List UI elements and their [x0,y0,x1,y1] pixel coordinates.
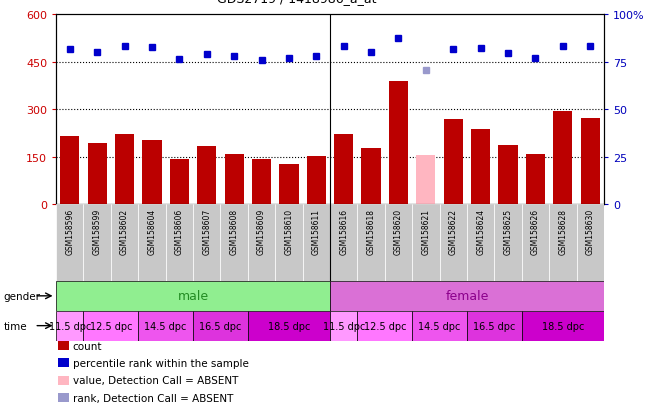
Text: GSM158620: GSM158620 [394,209,403,255]
Text: GSM158616: GSM158616 [339,209,348,255]
FancyBboxPatch shape [166,205,193,281]
FancyBboxPatch shape [302,205,330,281]
Text: GSM158626: GSM158626 [531,209,540,255]
Bar [143,140,162,205]
FancyBboxPatch shape [111,205,138,281]
Text: percentile rank within the sample: percentile rank within the sample [73,358,248,368]
FancyBboxPatch shape [412,205,440,281]
Text: male: male [178,290,209,303]
FancyBboxPatch shape [83,311,139,341]
FancyBboxPatch shape [220,205,248,281]
FancyBboxPatch shape [56,205,83,281]
Text: GSM158607: GSM158607 [202,209,211,255]
Text: 16.5 dpc: 16.5 dpc [199,321,242,331]
Bar [553,112,572,205]
Text: 12.5 dpc: 12.5 dpc [90,321,132,331]
Bar [362,149,381,205]
Bar [334,134,353,205]
Bar [60,137,79,205]
Bar [389,82,408,205]
FancyBboxPatch shape [138,205,166,281]
Bar [88,144,107,205]
Text: 11.5 dpc: 11.5 dpc [323,321,365,331]
FancyBboxPatch shape [521,205,549,281]
FancyBboxPatch shape [139,311,193,341]
FancyBboxPatch shape [358,205,385,281]
Text: GSM158621: GSM158621 [421,209,430,254]
Bar [526,155,545,205]
Bar [252,159,271,205]
FancyBboxPatch shape [275,205,302,281]
Bar [197,147,216,205]
FancyBboxPatch shape [83,205,111,281]
Text: 14.5 dpc: 14.5 dpc [145,321,187,331]
Text: GSM158611: GSM158611 [312,209,321,254]
Text: GSM158596: GSM158596 [65,209,75,255]
Text: GSM158609: GSM158609 [257,209,266,255]
FancyBboxPatch shape [330,281,604,311]
Text: GSM158610: GSM158610 [284,209,294,255]
FancyBboxPatch shape [440,205,467,281]
FancyBboxPatch shape [549,205,577,281]
FancyBboxPatch shape [248,311,330,341]
Text: value, Detection Call = ABSENT: value, Detection Call = ABSENT [73,375,238,385]
Bar [498,145,517,205]
Text: GSM158624: GSM158624 [476,209,485,255]
FancyBboxPatch shape [494,205,521,281]
FancyBboxPatch shape [248,205,275,281]
Bar [224,155,244,205]
Text: GSM158599: GSM158599 [92,209,102,255]
FancyBboxPatch shape [56,281,330,311]
Text: GSM158618: GSM158618 [366,209,376,254]
FancyBboxPatch shape [577,205,604,281]
FancyBboxPatch shape [521,311,604,341]
Text: 11.5 dpc: 11.5 dpc [49,321,91,331]
Text: gender: gender [3,291,40,301]
FancyBboxPatch shape [467,205,494,281]
Text: 18.5 dpc: 18.5 dpc [268,321,310,331]
Text: GSM158625: GSM158625 [504,209,513,255]
FancyBboxPatch shape [56,311,83,341]
FancyBboxPatch shape [193,205,220,281]
Text: count: count [73,341,102,351]
Text: GSM158628: GSM158628 [558,209,568,254]
FancyBboxPatch shape [467,311,521,341]
Text: GSM158630: GSM158630 [585,209,595,255]
FancyBboxPatch shape [412,311,467,341]
FancyBboxPatch shape [358,311,412,341]
Text: 18.5 dpc: 18.5 dpc [542,321,584,331]
Text: GDS2719 / 1418986_a_at: GDS2719 / 1418986_a_at [217,0,377,5]
Text: 14.5 dpc: 14.5 dpc [418,321,461,331]
Text: female: female [446,290,488,303]
FancyBboxPatch shape [385,205,412,281]
Bar [115,135,134,205]
Bar [444,120,463,205]
Text: 16.5 dpc: 16.5 dpc [473,321,515,331]
Text: time: time [3,321,27,331]
Bar [471,130,490,205]
FancyBboxPatch shape [330,311,358,341]
FancyBboxPatch shape [330,205,358,281]
Text: GSM158622: GSM158622 [449,209,458,254]
Text: 12.5 dpc: 12.5 dpc [364,321,406,331]
Text: GSM158606: GSM158606 [175,209,184,255]
Bar [416,155,436,205]
FancyBboxPatch shape [193,311,248,341]
Bar [279,164,298,205]
Text: GSM158602: GSM158602 [120,209,129,255]
Bar [581,119,600,205]
Text: GSM158604: GSM158604 [147,209,156,255]
Bar [307,157,326,205]
Text: GSM158608: GSM158608 [230,209,239,255]
Bar [170,159,189,205]
Text: rank, Detection Call = ABSENT: rank, Detection Call = ABSENT [73,393,233,403]
